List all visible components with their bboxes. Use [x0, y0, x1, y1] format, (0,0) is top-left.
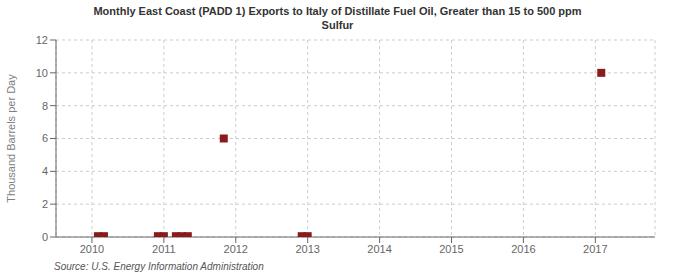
- svg-text:0: 0: [42, 231, 48, 243]
- html-text:Sulfur: Sulfur: [321, 19, 354, 31]
- svg-text:2014: 2014: [367, 243, 391, 255]
- svg-text:6: 6: [42, 132, 48, 144]
- svg-text:10: 10: [36, 67, 48, 79]
- svg-text:2010: 2010: [80, 243, 104, 255]
- svg-text:4: 4: [42, 165, 48, 177]
- html-text:Monthly East Coast (PADD 1) Ex: Monthly East Coast (PADD 1) Exports to I…: [93, 5, 582, 17]
- svg-text:2012: 2012: [224, 243, 248, 255]
- svg-text:12: 12: [36, 34, 48, 46]
- svg-text:2: 2: [42, 198, 48, 210]
- svg-text:2013: 2013: [295, 243, 319, 255]
- svg-text:2011: 2011: [152, 243, 176, 255]
- svg-text:8: 8: [42, 100, 48, 112]
- svg-text:2016: 2016: [511, 243, 535, 255]
- svg-text:2015: 2015: [439, 243, 463, 255]
- svg-text:Thousand Barrels per Day: Thousand Barrels per Day: [8, 74, 17, 203]
- html-text:Source: U.S. Energy Informatio: Source: U.S. Energy Information Administ…: [54, 261, 264, 272]
- svg-text:2017: 2017: [583, 243, 607, 255]
